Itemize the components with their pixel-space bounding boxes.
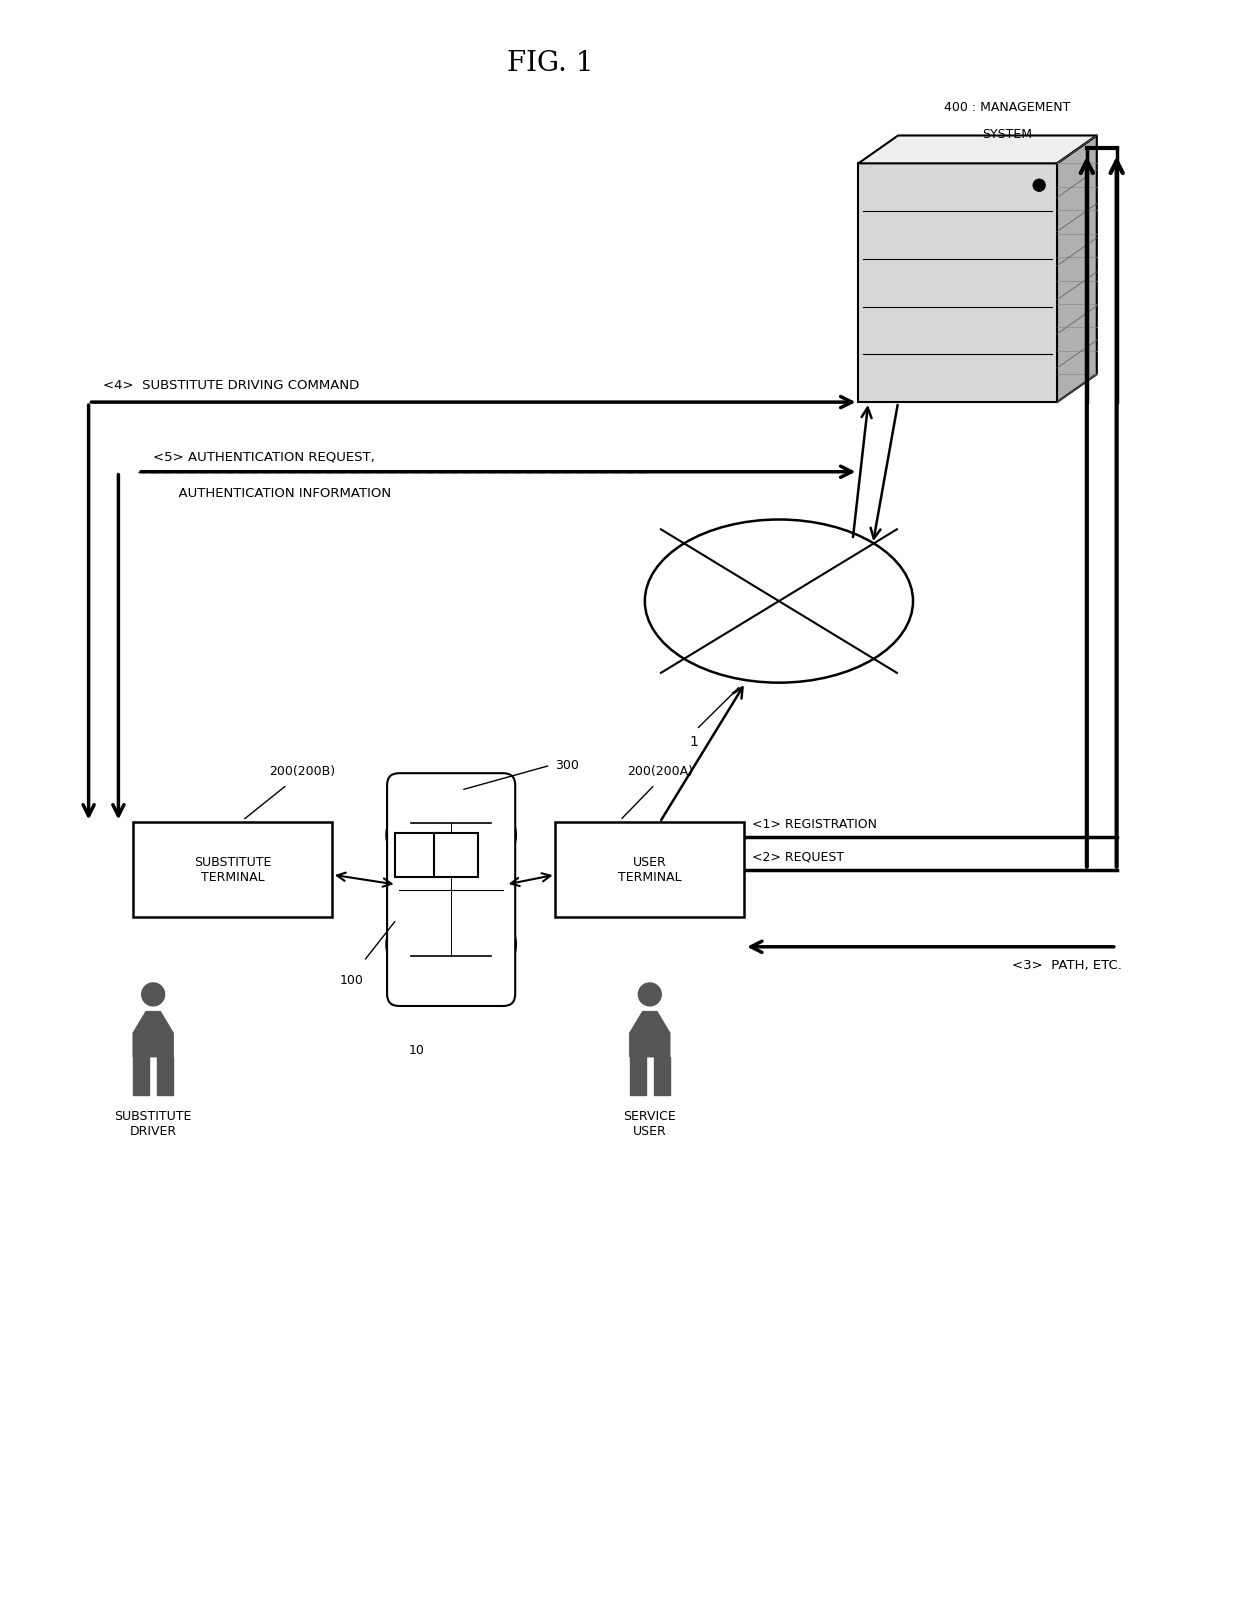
- FancyBboxPatch shape: [556, 823, 744, 917]
- Text: FIG. 1: FIG. 1: [507, 50, 594, 78]
- Text: <1> REGISTRATION: <1> REGISTRATION: [753, 818, 877, 831]
- Text: <5> AUTHENTICATION REQUEST,: <5> AUTHENTICATION REQUEST,: [154, 450, 374, 463]
- Text: SERVICE
USER: SERVICE USER: [624, 1110, 676, 1139]
- Polygon shape: [630, 1056, 646, 1095]
- Text: 10: 10: [408, 1043, 424, 1056]
- Polygon shape: [1056, 136, 1096, 402]
- Text: 1: 1: [689, 735, 698, 750]
- Text: <2> REQUEST: <2> REQUEST: [753, 850, 844, 863]
- Circle shape: [1033, 180, 1045, 191]
- Polygon shape: [133, 1056, 149, 1095]
- Circle shape: [639, 983, 661, 1006]
- Text: <3>  PATH, ETC.: <3> PATH, ETC.: [1012, 959, 1122, 972]
- FancyBboxPatch shape: [858, 164, 1056, 402]
- Polygon shape: [653, 1056, 670, 1095]
- Text: SUBSTITUTE
TERMINAL: SUBSTITUTE TERMINAL: [193, 855, 272, 883]
- Text: <4>  SUBSTITUTE DRIVING COMMAND: <4> SUBSTITUTE DRIVING COMMAND: [103, 379, 360, 392]
- Text: 300: 300: [556, 758, 579, 771]
- Ellipse shape: [498, 927, 516, 962]
- Ellipse shape: [386, 818, 404, 852]
- Text: USER
TERMINAL: USER TERMINAL: [618, 855, 682, 883]
- Text: SYSTEM: SYSTEM: [982, 128, 1033, 141]
- Polygon shape: [133, 1011, 174, 1056]
- FancyBboxPatch shape: [434, 833, 477, 876]
- Polygon shape: [858, 136, 1096, 164]
- Text: AUTHENTICATION INFORMATION: AUTHENTICATION INFORMATION: [154, 486, 392, 499]
- Ellipse shape: [645, 520, 913, 682]
- Text: 200(200B): 200(200B): [269, 765, 335, 778]
- Text: 100: 100: [340, 974, 363, 987]
- Ellipse shape: [386, 927, 404, 962]
- FancyBboxPatch shape: [394, 833, 438, 876]
- Polygon shape: [630, 1011, 670, 1056]
- Polygon shape: [157, 1056, 174, 1095]
- FancyBboxPatch shape: [133, 823, 332, 917]
- Ellipse shape: [498, 818, 516, 852]
- Text: SUBSTITUTE
DRIVER: SUBSTITUTE DRIVER: [114, 1110, 192, 1139]
- Text: 400 : MANAGEMENT: 400 : MANAGEMENT: [944, 100, 1070, 113]
- FancyBboxPatch shape: [387, 773, 515, 1006]
- Circle shape: [141, 983, 165, 1006]
- Text: 200(200A): 200(200A): [626, 765, 693, 778]
